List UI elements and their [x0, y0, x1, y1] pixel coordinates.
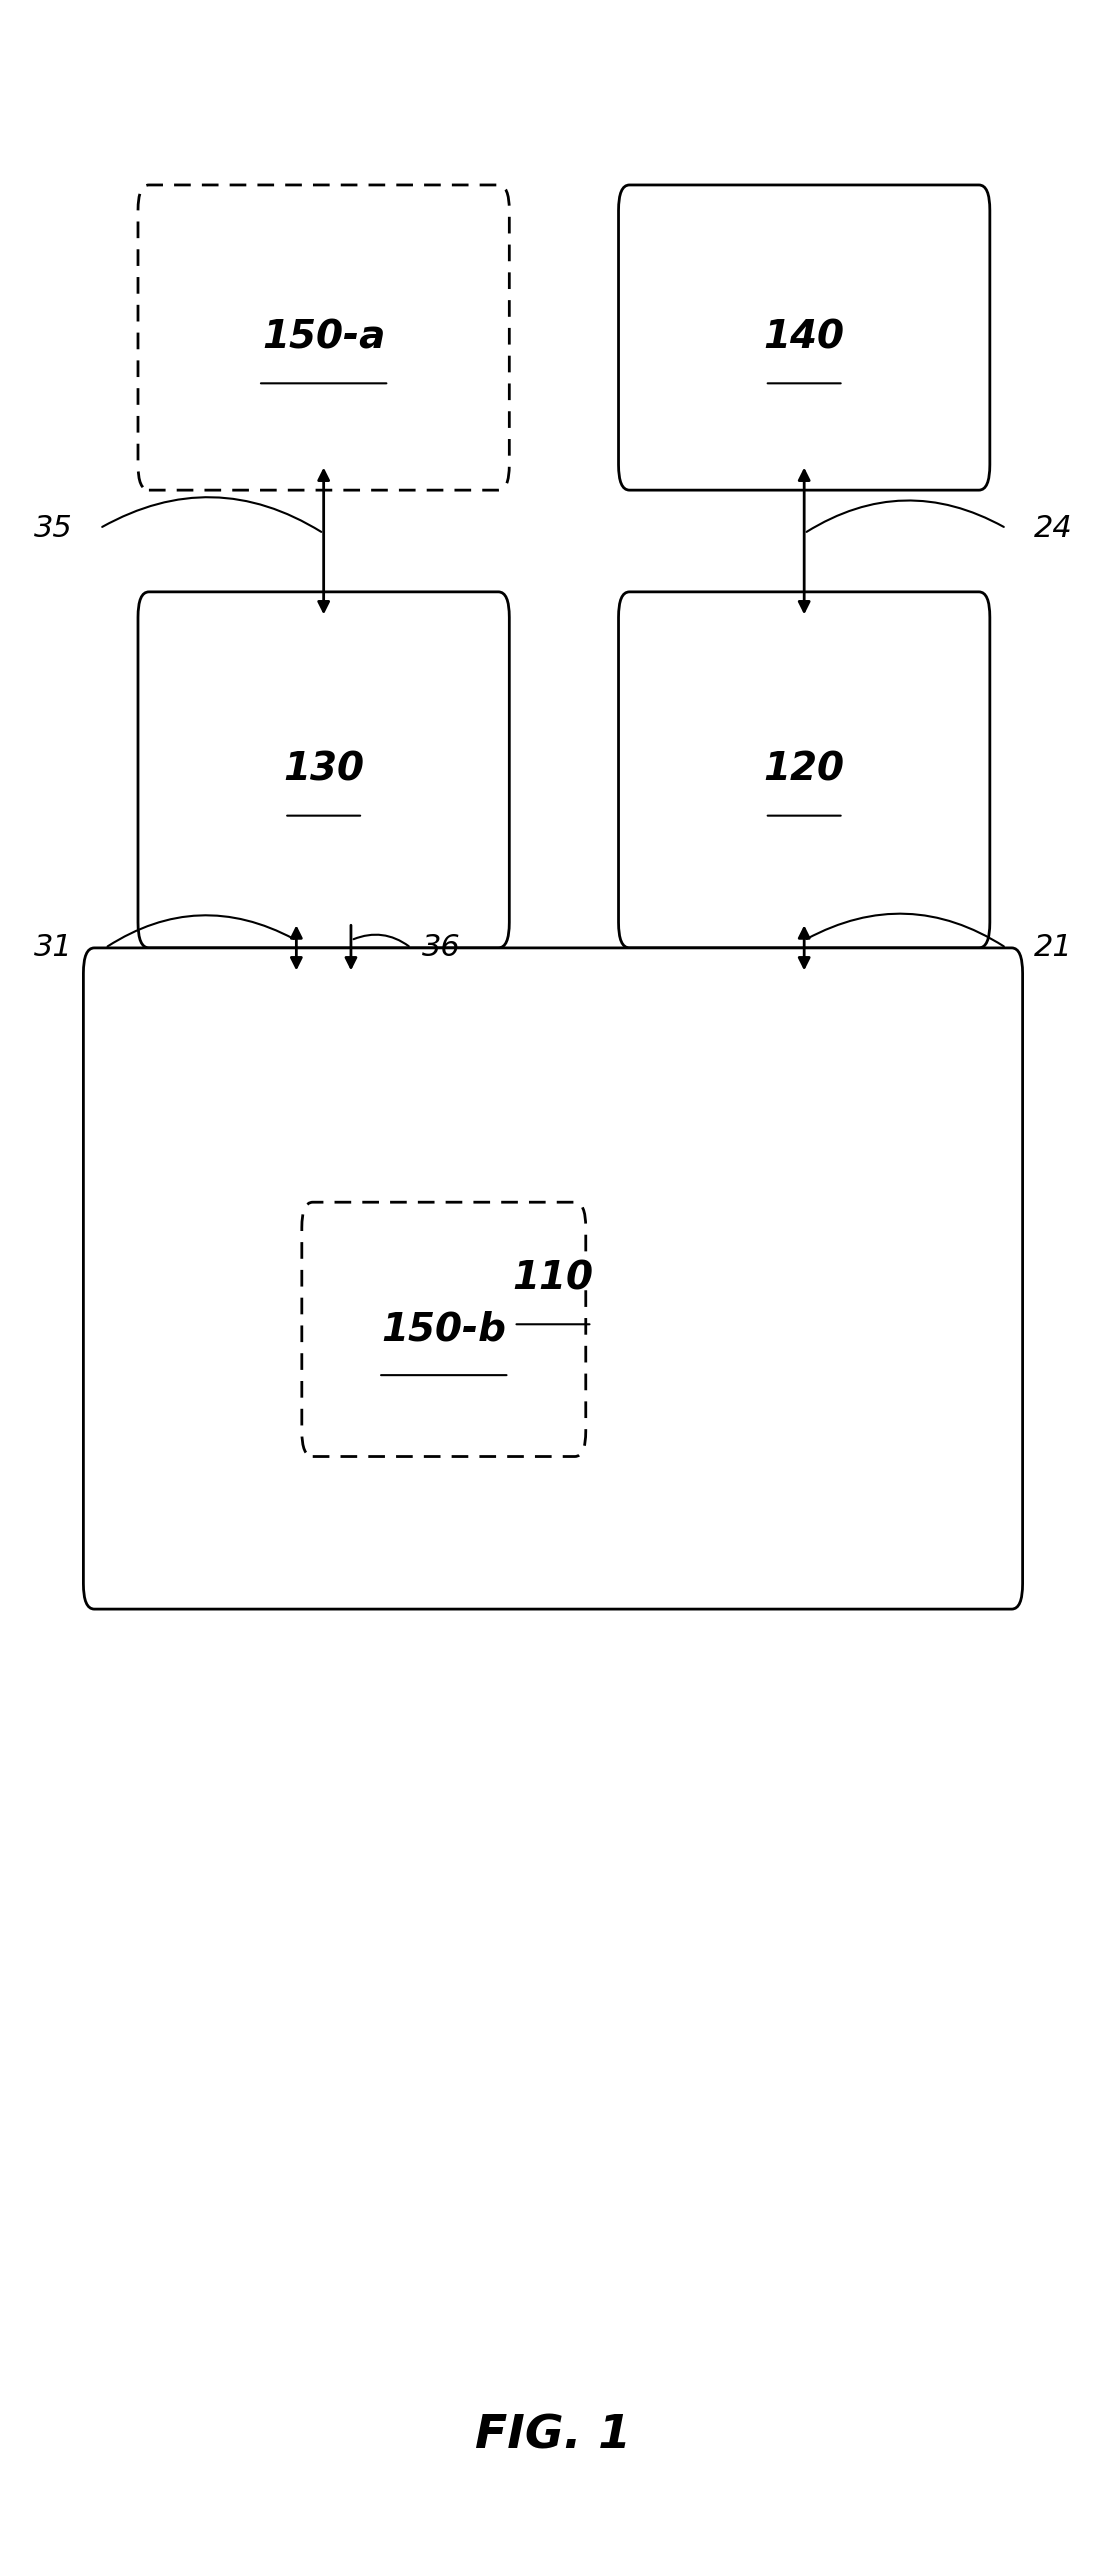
FancyBboxPatch shape: [138, 591, 510, 949]
FancyBboxPatch shape: [618, 184, 990, 491]
Text: 21: 21: [1033, 933, 1073, 961]
Text: 24: 24: [1033, 514, 1073, 542]
Text: 130: 130: [283, 752, 364, 790]
Text: 150-a: 150-a: [262, 320, 385, 355]
FancyArrowPatch shape: [800, 928, 810, 967]
FancyBboxPatch shape: [302, 1202, 586, 1457]
Text: FIG. 1: FIG. 1: [474, 2414, 632, 2457]
Text: 31: 31: [33, 933, 73, 961]
FancyArrowPatch shape: [319, 470, 328, 611]
Text: 150-b: 150-b: [382, 1309, 507, 1348]
FancyBboxPatch shape: [83, 949, 1023, 1608]
Text: 36: 36: [422, 933, 461, 961]
Text: 110: 110: [512, 1261, 594, 1296]
FancyBboxPatch shape: [618, 591, 990, 949]
FancyBboxPatch shape: [138, 184, 510, 491]
Text: 35: 35: [33, 514, 73, 542]
FancyArrowPatch shape: [800, 470, 810, 611]
Text: 120: 120: [763, 752, 845, 790]
FancyArrowPatch shape: [291, 928, 301, 967]
Text: 140: 140: [763, 320, 845, 355]
FancyArrowPatch shape: [346, 926, 356, 967]
